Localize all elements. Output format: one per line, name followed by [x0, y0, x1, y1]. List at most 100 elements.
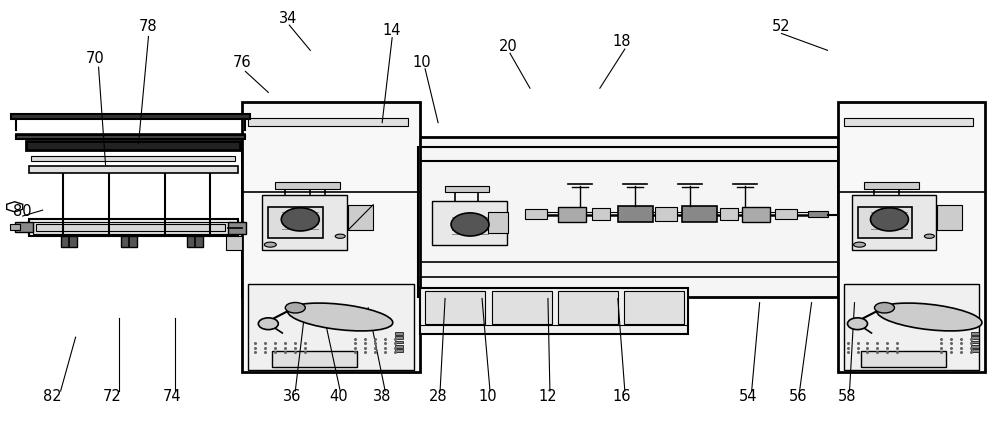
Ellipse shape: [874, 303, 894, 313]
Bar: [414, 147, 417, 161]
Bar: [531, 263, 534, 277]
Bar: [333, 147, 336, 161]
Bar: [828, 263, 830, 277]
Bar: [279, 147, 282, 161]
Bar: [500, 147, 502, 161]
Bar: [270, 263, 273, 277]
Bar: [765, 147, 767, 161]
Bar: [558, 147, 561, 161]
Text: 40: 40: [329, 389, 348, 403]
Bar: [589, 147, 592, 161]
Bar: [522, 263, 525, 277]
Bar: [356, 263, 358, 277]
Bar: [879, 147, 882, 161]
Bar: [616, 147, 619, 161]
Bar: [971, 345, 979, 348]
Bar: [348, 205, 373, 230]
Bar: [342, 147, 345, 161]
Bar: [243, 263, 246, 277]
Bar: [522, 147, 525, 161]
Bar: [288, 263, 291, 277]
Bar: [242, 103, 420, 372]
Bar: [838, 147, 984, 161]
Bar: [964, 147, 967, 161]
Bar: [549, 263, 552, 277]
Ellipse shape: [451, 213, 489, 236]
Bar: [693, 263, 695, 277]
Bar: [832, 147, 835, 161]
Bar: [567, 147, 570, 161]
Bar: [243, 263, 246, 277]
Text: 74: 74: [163, 389, 182, 403]
Bar: [625, 147, 628, 161]
Ellipse shape: [288, 303, 393, 331]
Bar: [724, 147, 727, 161]
Bar: [751, 147, 754, 161]
Ellipse shape: [264, 242, 276, 247]
Bar: [248, 263, 251, 277]
Bar: [374, 147, 376, 161]
Bar: [648, 263, 650, 277]
Bar: [553, 263, 556, 277]
Bar: [261, 147, 264, 161]
Bar: [693, 147, 695, 161]
Bar: [374, 263, 376, 277]
Bar: [661, 147, 664, 161]
Bar: [828, 147, 830, 161]
Bar: [630, 147, 633, 161]
Bar: [906, 147, 909, 161]
Bar: [576, 263, 579, 277]
Bar: [848, 263, 850, 277]
Bar: [425, 291, 485, 324]
Bar: [634, 147, 637, 161]
Text: 76: 76: [233, 55, 252, 70]
Bar: [392, 263, 394, 277]
Bar: [684, 263, 686, 277]
Bar: [495, 147, 498, 161]
Bar: [419, 263, 421, 277]
Bar: [329, 147, 331, 161]
Bar: [392, 147, 394, 161]
Bar: [383, 147, 385, 161]
Bar: [284, 147, 286, 161]
Bar: [306, 263, 309, 277]
Bar: [428, 147, 430, 161]
Text: 54: 54: [738, 389, 757, 403]
Bar: [843, 147, 846, 161]
Bar: [897, 263, 900, 277]
Bar: [432, 147, 435, 161]
Bar: [333, 263, 336, 277]
Bar: [933, 147, 936, 161]
Bar: [450, 147, 453, 161]
Bar: [242, 147, 838, 161]
Bar: [861, 263, 864, 277]
Bar: [844, 118, 973, 126]
Bar: [257, 263, 260, 277]
Bar: [567, 263, 570, 277]
Bar: [315, 263, 318, 277]
Bar: [320, 263, 322, 277]
Bar: [942, 263, 945, 277]
Bar: [369, 263, 372, 277]
Bar: [558, 291, 618, 324]
Bar: [702, 263, 704, 277]
Text: 28: 28: [429, 389, 447, 403]
Bar: [562, 263, 565, 277]
Bar: [978, 147, 981, 161]
Bar: [580, 147, 583, 161]
Bar: [410, 263, 412, 277]
Bar: [432, 201, 507, 246]
Bar: [395, 341, 403, 344]
Bar: [715, 263, 718, 277]
Bar: [951, 147, 954, 161]
Bar: [311, 263, 313, 277]
Bar: [365, 147, 367, 161]
Bar: [774, 263, 776, 277]
Ellipse shape: [258, 318, 278, 330]
Bar: [666, 263, 668, 277]
Bar: [549, 147, 552, 161]
Bar: [865, 147, 868, 161]
Bar: [607, 147, 610, 161]
Bar: [621, 263, 624, 277]
Bar: [603, 263, 606, 277]
